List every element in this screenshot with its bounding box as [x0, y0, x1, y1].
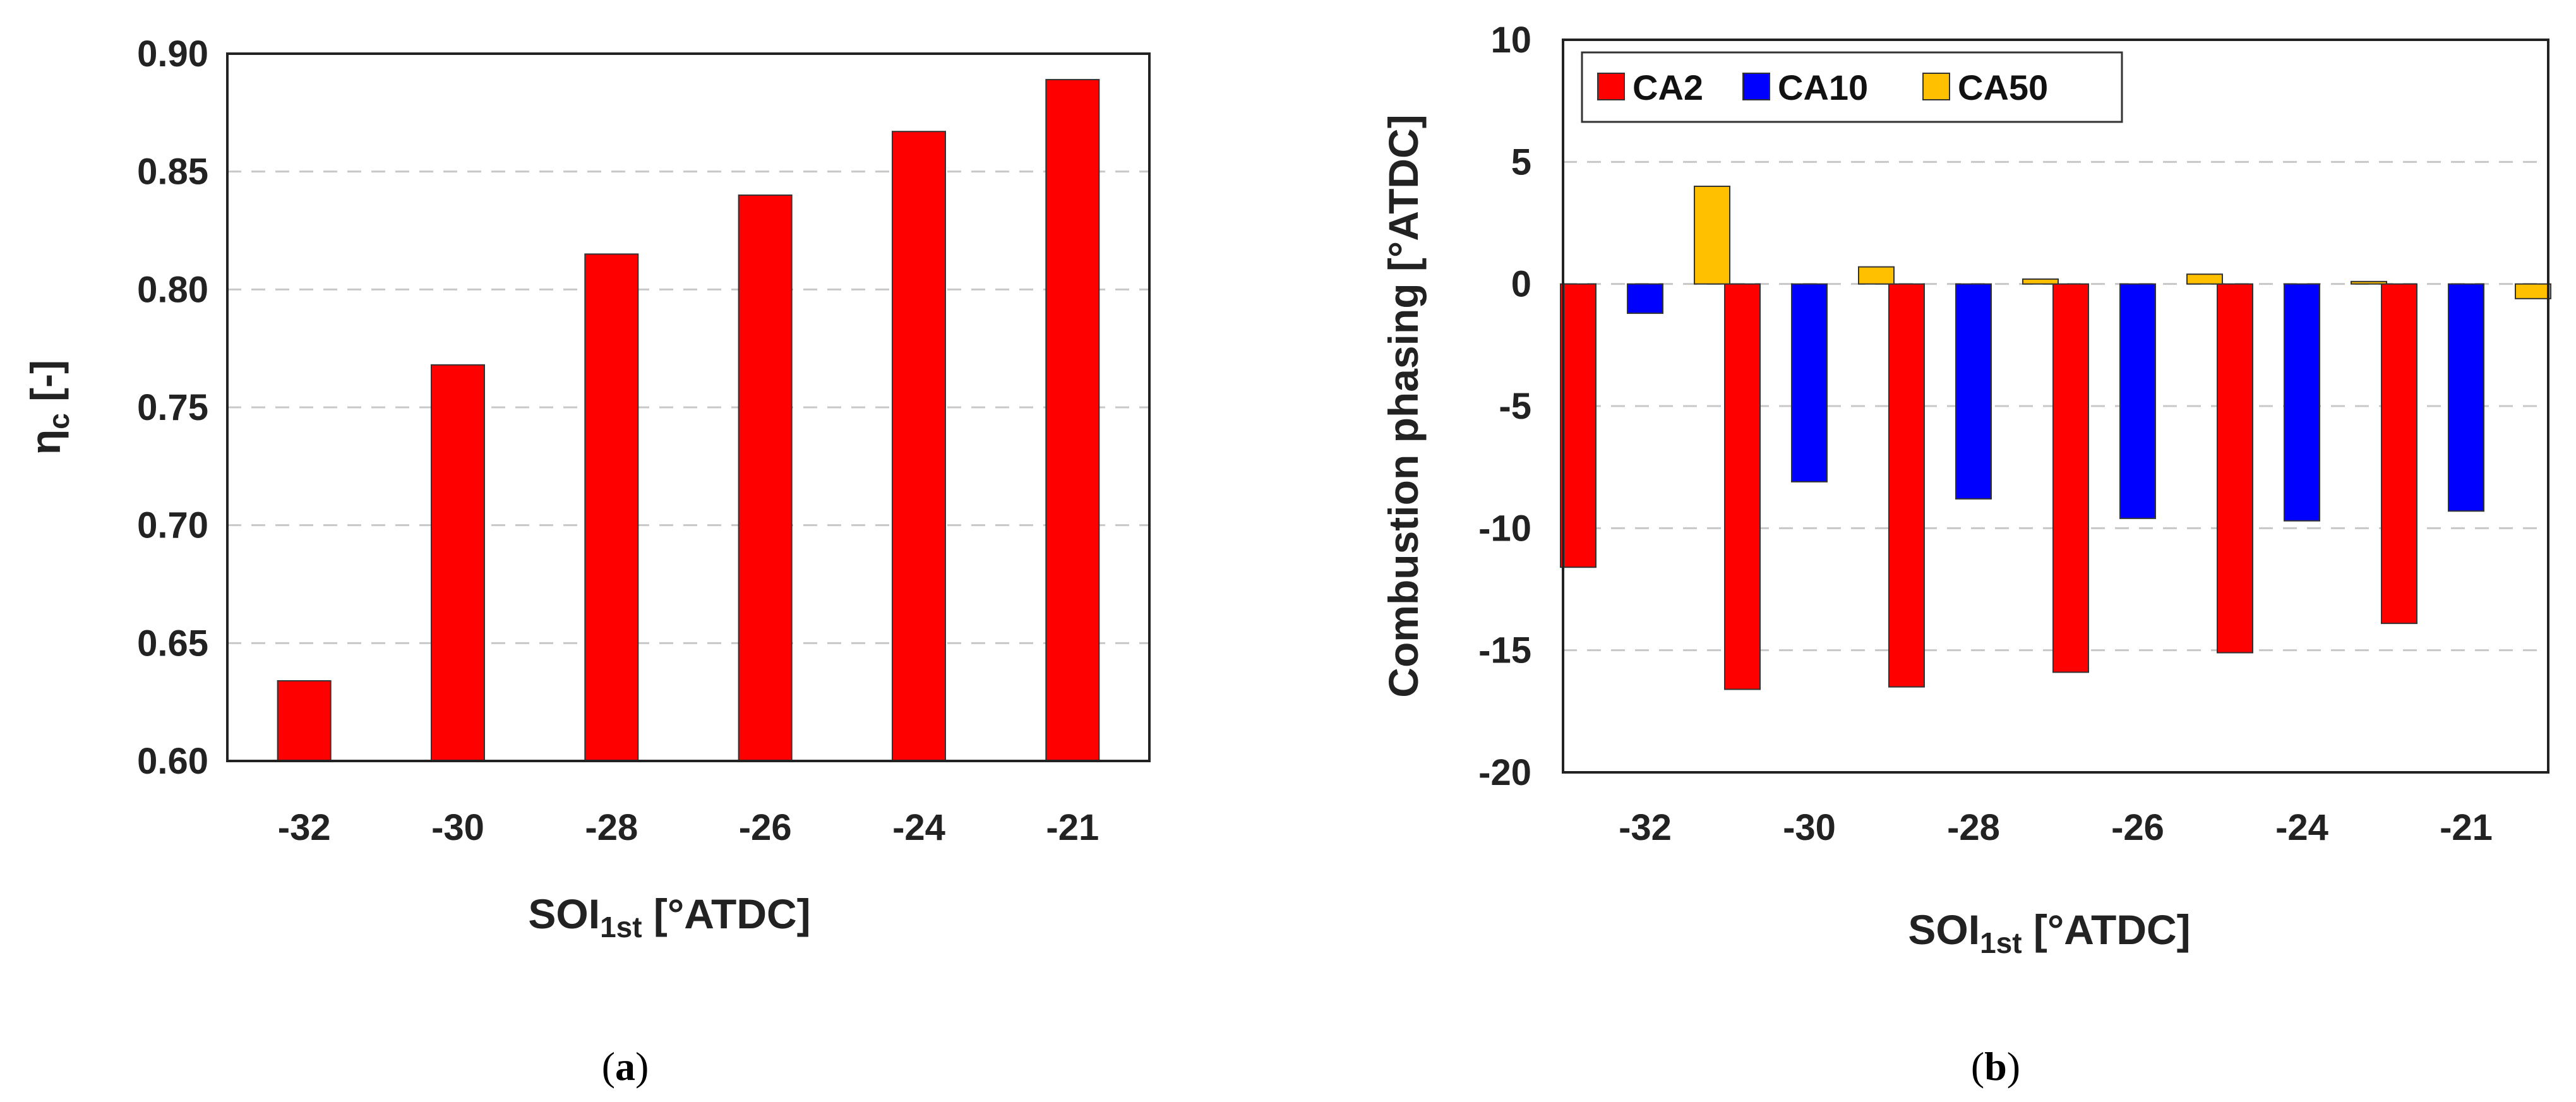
- plot-frame: [1562, 39, 2549, 774]
- bar: [1045, 79, 1100, 762]
- x-tick-label: -32: [1619, 807, 1672, 848]
- bar: [2052, 283, 2089, 673]
- panel-a-bar-chart: 0.60 0.65 0.70 0.75 0.80 0.85 0.90 -32 -30 -28 -26…: [22, 33, 1151, 1089]
- bar: [1858, 266, 1895, 285]
- legend-label: CA10: [1778, 68, 1868, 107]
- bar: [1791, 283, 1828, 482]
- y-tick-label: 0.70: [137, 505, 208, 546]
- panel-label: (b): [1971, 1044, 2020, 1089]
- bar: [2217, 283, 2253, 654]
- bar: [1955, 283, 1992, 500]
- legend: CA2 CA10 CA50: [1581, 51, 2123, 123]
- bar: [2284, 283, 2320, 522]
- legend-label: CA50: [1958, 68, 2048, 107]
- legend-swatch: [1922, 73, 1950, 100]
- bar: [1694, 186, 1730, 285]
- x-axis-title: SOI1st [°ATDC]: [1908, 906, 2190, 959]
- bar: [2022, 278, 2059, 285]
- bar: [2186, 273, 2223, 285]
- y-tick-label: 0.85: [137, 152, 208, 193]
- y-tick-label: -10: [1478, 508, 1531, 549]
- x-axis-title: SOI1st [°ATDC]: [528, 890, 810, 943]
- y-tick-label: 0.65: [137, 623, 208, 664]
- bar: [2119, 283, 2156, 519]
- x-tick-label: -28: [585, 807, 638, 848]
- y-tick-label: 0.75: [137, 387, 208, 428]
- bar: [2351, 280, 2387, 285]
- x-tick-label: -26: [739, 807, 792, 848]
- panel-b-grouped-bar-chart: -20 -15 -10 -5 0 5 10 -32 -30 -28 -26 -24 -21 SOI1st …: [1380, 20, 2551, 1089]
- y-tick-label: 0.80: [137, 269, 208, 310]
- y-tick-label: 0.60: [137, 741, 208, 782]
- bar: [584, 253, 639, 762]
- bar: [2381, 283, 2417, 625]
- y-axis-title: ηc [-]: [22, 360, 75, 455]
- x-tick-label: -30: [431, 807, 484, 848]
- y-tick-label: 0: [1511, 264, 1531, 305]
- x-tick-label: -24: [892, 807, 945, 848]
- bar: [738, 195, 793, 762]
- legend-box: [1581, 51, 2123, 123]
- x-tick-label: -21: [1046, 807, 1099, 848]
- y-tick-label: -5: [1499, 386, 1531, 427]
- y-tick-label: 0.90: [137, 33, 208, 75]
- y-tick-label: -15: [1478, 630, 1531, 671]
- y-tick-label: 5: [1511, 141, 1531, 183]
- bar: [2448, 283, 2484, 512]
- legend-swatch: [1597, 73, 1625, 100]
- x-tick-label: -26: [2111, 807, 2164, 848]
- legend-swatch: [1742, 73, 1770, 100]
- x-tick-label: -28: [1947, 807, 2000, 848]
- legend-label: CA2: [1632, 68, 1703, 107]
- y-axis-title: Combustion phasing [°ATDC]: [1380, 114, 1427, 697]
- bar: [1560, 283, 1597, 568]
- bar: [2515, 283, 2551, 299]
- x-tick-label: -30: [1783, 807, 1836, 848]
- x-tick-label: -21: [2440, 807, 2493, 848]
- bar: [277, 680, 332, 762]
- y-tick-label: 10: [1490, 20, 1531, 61]
- bar: [1627, 283, 1663, 314]
- bar: [892, 131, 946, 762]
- panel-label: (a): [602, 1044, 649, 1089]
- bar: [1888, 283, 1925, 688]
- y-tick-label: -20: [1478, 752, 1531, 793]
- x-tick-label: -32: [278, 807, 331, 848]
- plot-frame: [226, 52, 1151, 762]
- bar: [1724, 283, 1761, 690]
- bar: [431, 364, 485, 762]
- x-tick-label: -24: [2275, 807, 2328, 848]
